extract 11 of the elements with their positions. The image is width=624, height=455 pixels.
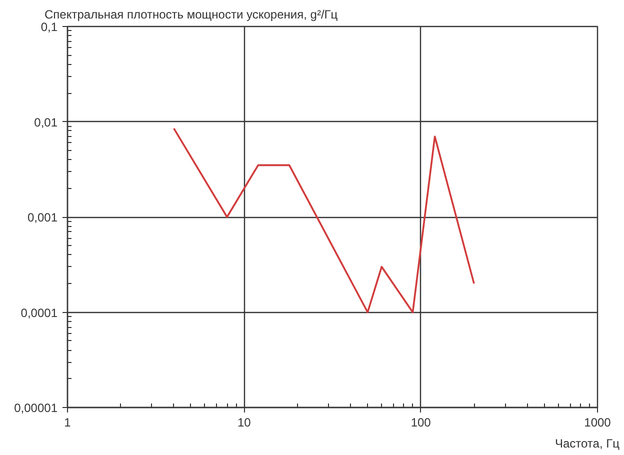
y-tick-label: 0,001 [27, 210, 58, 224]
x-axis-title: Частота, Гц [554, 436, 620, 450]
y-tick-label: 0,01 [34, 115, 58, 130]
y-tick-label: 0,1 [40, 20, 58, 34]
y-tick-label: 0,00001 [14, 401, 58, 415]
x-tick-label: 1 [64, 416, 72, 430]
x-tick-label: 100 [410, 416, 432, 430]
y-axis-title: Спектральная плотность мощности ускорения, g²/Гц [44, 8, 338, 22]
x-tick-label: 10 [237, 416, 252, 430]
x-tick-label: 1000 [584, 416, 612, 430]
y-tick-label: 0,0001 [20, 306, 58, 320]
